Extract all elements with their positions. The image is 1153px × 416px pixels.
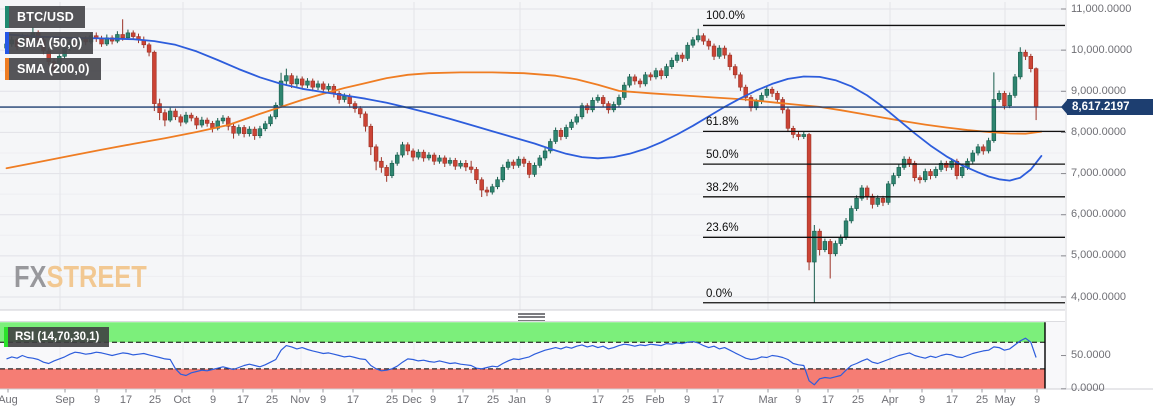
instrument-label: BTC/USD xyxy=(9,6,85,28)
legend-sma200: SMA (200,0) xyxy=(5,58,101,80)
panel-resize-handle[interactable] xyxy=(518,313,545,321)
main-chart-background xyxy=(0,0,1065,310)
sma50-color-bar xyxy=(5,32,9,54)
instrument-color-bar xyxy=(5,6,9,28)
rsi-color-bar xyxy=(4,327,8,347)
legend-instrument: BTC/USD xyxy=(5,6,85,28)
current-price-tag: 8,617.2197 xyxy=(1061,99,1153,116)
rsi-label: RSI (14,70,30,1) xyxy=(8,327,110,347)
legend-sma50: SMA (50,0) xyxy=(5,32,94,54)
legend-rsi: RSI (14,70,30,1) xyxy=(4,327,110,347)
watermark-fx: FX xyxy=(14,259,47,294)
watermark-street: STREET xyxy=(46,259,147,294)
sma200-label: SMA (200,0) xyxy=(9,58,101,80)
sma200-color-bar xyxy=(5,58,9,80)
fxstreet-watermark: FXSTREET xyxy=(14,259,147,295)
sma50-label: SMA (50,0) xyxy=(9,32,94,54)
